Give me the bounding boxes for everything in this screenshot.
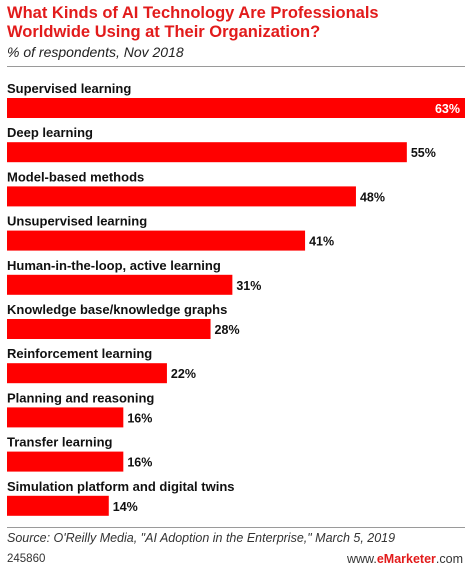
brand-suffix: .com <box>435 552 463 566</box>
category-label: Unsupervised learning <box>7 214 147 229</box>
value-label: 14% <box>113 500 138 514</box>
bar <box>7 495 109 516</box>
value-label: 48% <box>360 190 385 204</box>
category-label: Planning and reasoning <box>7 390 154 405</box>
bar <box>7 363 167 384</box>
category-label: Simulation platform and digital twins <box>7 479 235 494</box>
bar <box>7 186 356 207</box>
value-label: 28% <box>215 323 240 337</box>
value-label: 63% <box>435 102 460 116</box>
brand-logo: www.eMarketer.com <box>347 552 463 566</box>
bar <box>7 451 124 472</box>
category-label: Supervised learning <box>7 81 131 96</box>
brand-prefix: www. <box>346 552 377 566</box>
chart-id: 245860 <box>7 553 46 565</box>
bar <box>7 98 465 118</box>
top-divider <box>7 66 465 67</box>
value-label: 41% <box>309 235 334 249</box>
value-label: 16% <box>127 411 152 425</box>
category-label: Reinforcement learning <box>7 346 152 361</box>
value-label: 16% <box>127 456 152 470</box>
chart-subtitle: % of respondents, Nov 2018 <box>7 44 184 60</box>
category-label: Deep learning <box>7 125 93 140</box>
category-label: Human-in-the-loop, active learning <box>7 258 221 273</box>
value-label: 55% <box>411 146 436 160</box>
brand-name: eMarketer <box>376 552 436 566</box>
value-label: 31% <box>236 279 261 293</box>
category-label: Transfer learning <box>7 435 113 450</box>
bar-chart: Supervised learning 63% Deep learning 55% Mo… <box>7 81 465 516</box>
source-note: Source: O'Reilly Media, "AI Adoption in … <box>7 531 396 545</box>
bar <box>7 142 407 163</box>
bar <box>7 274 233 295</box>
bar <box>7 407 124 428</box>
value-label: 22% <box>171 367 196 381</box>
category-label: Knowledge base/knowledge graphs <box>7 302 227 317</box>
bottom-divider <box>7 527 465 528</box>
bar <box>7 230 306 251</box>
chart-title: What Kinds of AI Technology Are Professi… <box>7 4 379 41</box>
category-label: Model-based methods <box>7 169 144 184</box>
bar <box>7 319 211 339</box>
